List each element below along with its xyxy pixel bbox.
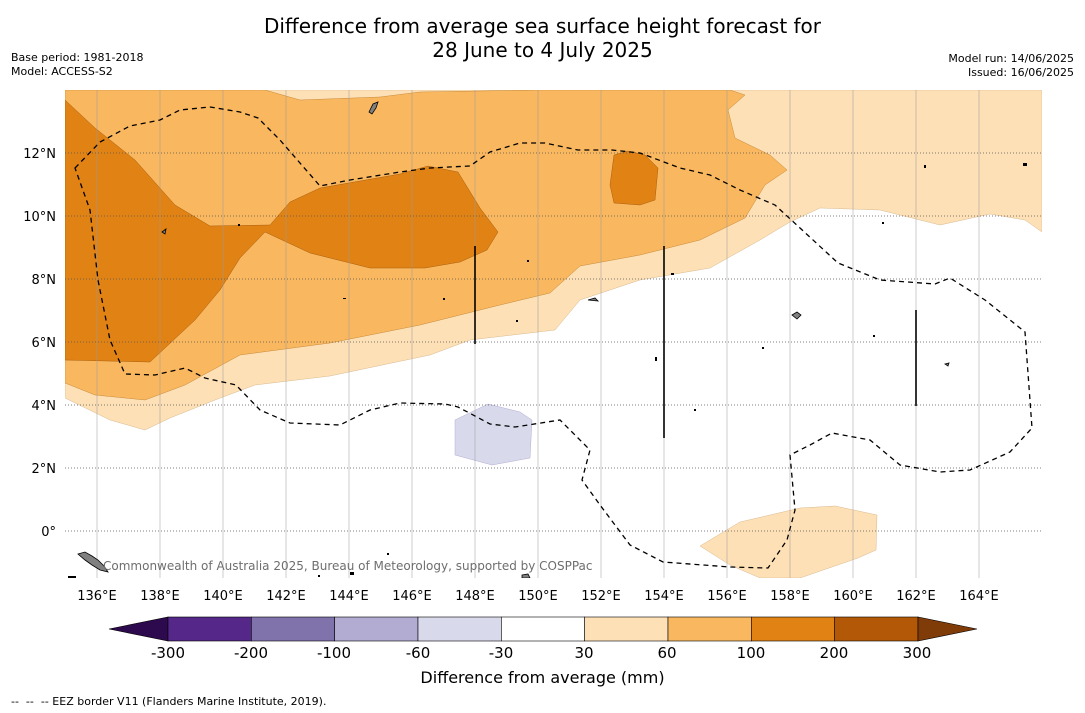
colorbar-tick-label: -100 — [317, 644, 351, 662]
atoll — [350, 572, 354, 575]
model-info: Base period: 1981-2018 Model: ACCESS-S2 — [11, 51, 143, 79]
copyright-notice: Commonwealth of Australia 2025, Bureau o… — [103, 559, 593, 573]
colorbar-segment — [167, 616, 252, 642]
colorbar-segment — [667, 616, 752, 642]
colorbar-tick-label: 30 — [574, 644, 593, 662]
atoll — [694, 409, 696, 411]
eez-footnote: -- -- -- EEZ border V11 (Flanders Marine… — [11, 695, 327, 708]
title-line-1: Difference from average sea surface heig… — [263, 14, 822, 38]
atoll — [443, 298, 445, 300]
colorbar-segment — [751, 616, 835, 642]
island-chuuk — [587, 297, 600, 302]
atoll — [318, 575, 320, 577]
lon-tick-label: 148°E — [455, 589, 495, 604]
colorbar-tick-label: 300 — [903, 644, 932, 662]
colorbar-tick-label: -60 — [406, 644, 431, 662]
map-title: Difference from average sea surface heig… — [0, 14, 1085, 62]
colorbar-extend-low — [108, 616, 169, 642]
anomaly-30-60-equatorial-patch — [699, 505, 878, 578]
atoll — [343, 298, 346, 299]
base-period-text: Base period: 1981-2018 — [11, 51, 144, 64]
latitude-gridlines — [65, 152, 1042, 532]
lat-tick-label: 2°N — [32, 462, 57, 477]
map-plot-area: Commonwealth of Australia 2025, Bureau o… — [65, 90, 1042, 578]
lon-tick-label: 164°E — [959, 589, 999, 604]
lat-tick-label: 6°N — [32, 336, 57, 351]
colorbar-title: Difference from average (mm) — [420, 668, 665, 687]
run-info: Model run: 14/06/2025 Issued: 16/06/2025 — [948, 52, 1074, 80]
eez-border-line — [74, 106, 1033, 569]
anomaly-100-200-region-west — [65, 99, 499, 363]
lat-tick-label: 0° — [41, 525, 56, 540]
small-atolls — [68, 163, 1027, 578]
colorbar-segment — [334, 616, 419, 642]
colorbar-segment — [584, 616, 669, 642]
colorbar-tick-label: -300 — [151, 644, 185, 662]
island-ngulu — [161, 228, 167, 235]
atoll — [516, 320, 518, 322]
lon-tick-label: 154°E — [644, 589, 684, 604]
atoll — [387, 553, 389, 555]
atoll — [655, 357, 657, 361]
colorbar-segment — [417, 616, 502, 642]
lat-tick-label: 8°N — [32, 273, 57, 288]
colorbar-extend-high — [917, 616, 978, 642]
atoll — [238, 224, 240, 226]
atoll — [68, 576, 76, 578]
island-marianas — [368, 101, 379, 115]
colorbar-segment — [834, 616, 919, 642]
lon-tick-label: 158°E — [770, 589, 810, 604]
colorbar-tick-label: 200 — [820, 644, 849, 662]
lon-tick-label: 150°E — [518, 589, 558, 604]
lat-tick-label: 10°N — [23, 210, 56, 225]
colorbar-segment — [501, 616, 585, 642]
lon-tick-label: 136°E — [77, 589, 117, 604]
colorbar-tick-label: -30 — [489, 644, 514, 662]
lat-tick-label: 12°N — [23, 147, 56, 162]
island-bottom-atoll — [521, 573, 531, 578]
lon-tick-label: 160°E — [833, 589, 873, 604]
atoll — [762, 347, 764, 349]
lon-tick-label: 142°E — [266, 589, 306, 604]
island-pohnpei — [791, 311, 802, 320]
lon-tick-label: 146°E — [392, 589, 432, 604]
atoll — [671, 273, 674, 275]
lon-tick-label: 162°E — [896, 589, 936, 604]
atoll — [873, 335, 875, 337]
model-run-text: Model run: 14/06/2025 — [948, 52, 1074, 65]
colorbar-segments — [167, 616, 919, 642]
colorbar: -300 -200 -100 -60 -30 30 60 100 200 300 — [108, 616, 978, 662]
island-kosrae — [944, 362, 950, 367]
atoll — [1023, 163, 1027, 166]
model-text: Model: ACCESS-S2 — [11, 65, 113, 78]
anomaly-minus60-minus30-patch — [454, 403, 533, 466]
atoll — [924, 165, 926, 168]
lon-tick-label: 156°E — [707, 589, 747, 604]
colorbar-segment — [251, 616, 335, 642]
island-landmasses — [77, 101, 950, 578]
colorbar-tick-label: 60 — [657, 644, 676, 662]
island-palau — [77, 551, 109, 573]
latitude-axis-labels: 12°N 10°N 8°N 6°N 4°N 2°N 0° — [23, 147, 56, 540]
lon-tick-label: 144°E — [329, 589, 369, 604]
longitude-axis-labels: 136°E 138°E 140°E 142°E 144°E 146°E 148°… — [77, 589, 999, 604]
title-line-2: 28 June to 4 July 2025 — [432, 38, 653, 62]
atoll — [527, 260, 529, 262]
lon-tick-label: 138°E — [140, 589, 180, 604]
lon-tick-label: 152°E — [581, 589, 621, 604]
issued-text: Issued: 16/06/2025 — [967, 66, 1074, 79]
atoll — [882, 222, 884, 224]
lon-tick-label: 140°E — [203, 589, 243, 604]
lat-tick-label: 4°N — [32, 399, 57, 414]
colorbar-tick-label: 100 — [737, 644, 766, 662]
colorbar-tick-labels: -300 -200 -100 -60 -30 30 60 100 200 300 — [151, 644, 931, 662]
colorbar-tick-label: -200 — [234, 644, 268, 662]
